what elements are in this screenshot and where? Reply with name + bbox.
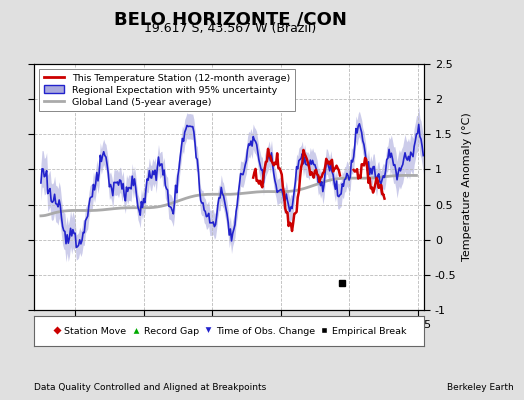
Legend: This Temperature Station (12-month average), Regional Expectation with 95% uncer: This Temperature Station (12-month avera… (39, 69, 295, 111)
Y-axis label: Temperature Anomaly (°C): Temperature Anomaly (°C) (462, 113, 472, 261)
Text: 19.617 S, 43.567 W (Brazil): 19.617 S, 43.567 W (Brazil) (145, 22, 316, 35)
Text: BELO HORIZONTE /CON: BELO HORIZONTE /CON (114, 10, 347, 28)
Text: Data Quality Controlled and Aligned at Breakpoints: Data Quality Controlled and Aligned at B… (34, 383, 266, 392)
Text: Berkeley Earth: Berkeley Earth (447, 383, 514, 392)
Legend: Station Move, Record Gap, Time of Obs. Change, Empirical Break: Station Move, Record Gap, Time of Obs. C… (50, 325, 408, 337)
